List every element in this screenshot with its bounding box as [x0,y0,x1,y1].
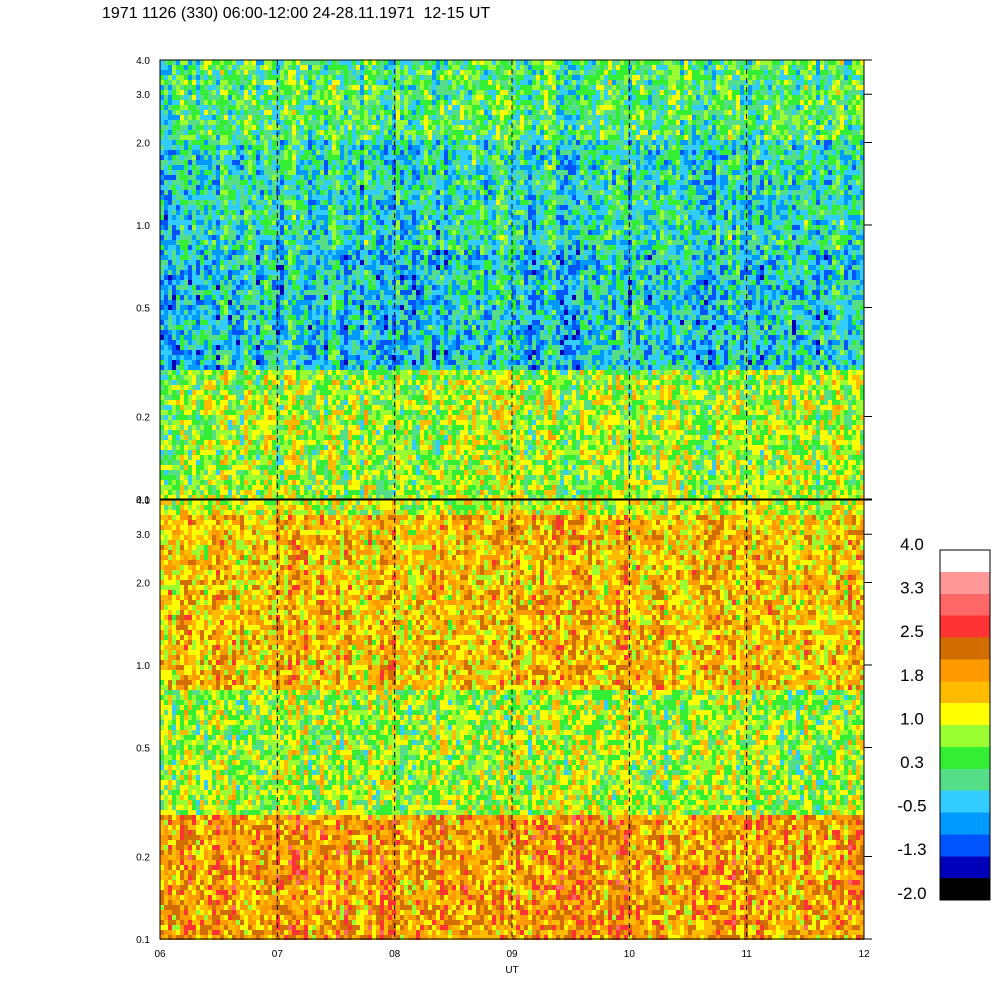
colorbar: 4.0 3.3 2.5 1.8 1.0 0.3 -0.5 -1.3 -2.0 [897,535,991,903]
colorbar-frame [939,549,991,901]
y-tick-label: 1.0 [136,221,150,232]
colorbar-swatch [940,593,990,617]
colorbar-label: -2.0 [897,884,926,903]
y-tick-label: 3.0 [136,90,150,101]
colorbar-label: 1.8 [900,666,924,685]
colorbar-swatch [940,746,990,770]
y-tick-label: 0.2 [136,853,150,864]
x-tick-label: 11 [741,949,752,960]
colorbar-swatch [940,768,990,792]
x-tick-label: 10 [624,949,636,960]
colorbar-swatch [940,878,990,901]
spectrogram-raster [160,60,864,500]
colorbar-swatch [940,637,990,660]
colorbar-swatch [940,834,990,857]
colorbar-label: -0.5 [897,797,926,816]
colorbar-swatch [940,790,990,813]
y-tick-label: 0.5 [136,303,150,314]
x-tick-label: 09 [506,949,518,960]
colorbar-swatch [940,856,990,879]
colorbar-swatch [940,659,990,682]
y-tick-label: 2.0 [136,138,150,149]
y-tick-label: 4.0 [136,496,150,507]
colorbar-label: 2.5 [900,622,924,641]
colorbar-swatch [940,725,990,748]
colorbar-swatch [940,615,990,638]
x-tick-label: 07 [272,949,284,960]
spectrogram-raster [160,500,864,940]
y-tick-label: 0.1 [136,935,150,946]
y-tick-label: 0.2 [136,413,150,424]
colorbar-swatch [940,703,990,726]
colorbar-label: 0.3 [900,753,924,772]
colorbar-swatch [940,550,990,573]
x-axis-label: UT [505,965,518,976]
x-tick-label: 06 [154,949,166,960]
y-tick-label: 0.1 [136,495,150,506]
x-tick-label: 12 [858,949,870,960]
upper-panel: 0.1 0.2 0.5 1.0 2.0 3.0 4.0 [136,56,872,506]
colorbar-label: 1.0 [900,709,924,728]
colorbar-swatch [940,681,990,704]
colorbar-label: -1.3 [897,840,926,859]
y-tick-label: 2.0 [136,578,150,589]
colorbar-swatch [940,571,990,595]
y-tick-label: 0.5 [136,743,150,754]
colorbar-swatch [940,812,990,835]
y-tick-label: 1.0 [136,661,150,672]
page-title: 1971 1126 (330) 06:00-12:00 24-28.11.197… [102,5,490,23]
colorbar-label: 3.3 [900,579,924,598]
x-tick-label: 08 [389,949,401,960]
y-tick-label: 4.0 [136,56,150,67]
y-tick-label: 3.0 [136,530,150,541]
colorbar-label: 4.0 [900,535,924,554]
lower-panel: 0.1 0.2 0.5 1.0 2.0 3.0 4.0 06 07 08 09 10 11 12 UT [136,496,872,976]
